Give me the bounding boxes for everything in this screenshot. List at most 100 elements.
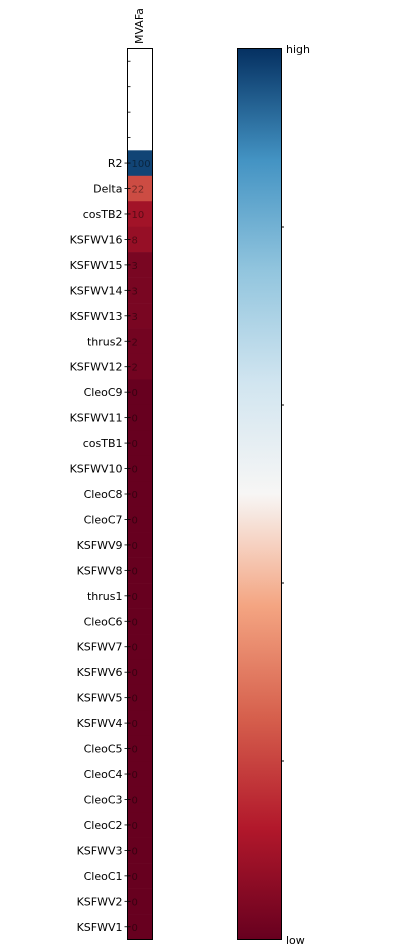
cell-value-label: 2	[132, 337, 138, 348]
heatmap-cell	[127, 659, 153, 686]
heatmap-cell	[127, 506, 153, 533]
cell-value-label: 3	[132, 286, 138, 297]
row-label: CleoC2	[84, 819, 123, 832]
cell-value-label: 3	[132, 312, 138, 323]
cell-value-label: 0	[132, 566, 138, 577]
cell-value-label: 0	[132, 414, 138, 425]
cell-value-label: 0	[132, 897, 138, 908]
heatmap-cell	[127, 328, 153, 355]
row-label: KSFWV14	[70, 284, 123, 297]
row-label: KSFWV5	[77, 692, 123, 705]
cell-value-label: 0	[132, 795, 138, 806]
heatmap-cell	[127, 914, 153, 940]
heatmap-cell	[127, 837, 153, 864]
heatmap-cell	[127, 404, 153, 431]
cell-value-label: 0	[132, 388, 138, 399]
heatmap-frame	[127, 48, 153, 940]
heatmap-cell	[127, 201, 153, 227]
row-label: CleoC7	[84, 513, 123, 526]
heatmap-cell	[127, 150, 153, 177]
heatmap-cell	[127, 353, 153, 380]
heatmap-cell	[127, 557, 153, 584]
cell-value-label: 100	[132, 159, 151, 170]
row-label: KSFWV10	[70, 463, 123, 476]
row-label: CleoC6	[84, 615, 123, 628]
heatmap-cell	[127, 735, 153, 762]
row-label: KSFWV13	[70, 310, 123, 323]
cell-value-label: 8	[132, 235, 138, 246]
heatmap-cell	[127, 532, 153, 558]
row-label: cosTB2	[83, 208, 123, 221]
cell-value-label: 22	[132, 185, 145, 196]
heatmap-cell	[127, 583, 153, 609]
row-label: KSFWV1	[77, 921, 123, 934]
row-label: KSFWV3	[77, 844, 123, 857]
colorbar	[237, 48, 282, 940]
heatmap-cell	[127, 175, 153, 202]
row-label: CleoC1	[84, 870, 123, 883]
row-label: KSFWV2	[77, 895, 123, 908]
heatmap-cell	[127, 481, 153, 508]
row-label: KSFWV16	[70, 233, 123, 246]
heatmap-cell	[127, 761, 153, 788]
row-label: KSFWV7	[77, 641, 123, 654]
heatmap-cell	[127, 252, 153, 278]
heatmap-cell	[127, 634, 153, 660]
row-label: R2	[108, 157, 123, 170]
row-label: KSFWV9	[77, 539, 123, 552]
cell-value-label: 0	[132, 668, 138, 679]
row-label: KSFWV8	[77, 564, 123, 577]
cell-value-label: 0	[132, 643, 138, 654]
heatmap-cell	[127, 608, 153, 635]
row-label: cosTB1	[83, 437, 123, 450]
cell-value-label: 10	[132, 210, 145, 221]
row-label: CleoC9	[84, 386, 123, 399]
row-label: thrus2	[87, 335, 123, 348]
colorbar-high-label: high	[286, 43, 310, 56]
heatmap-cell	[127, 710, 153, 737]
cell-value-label: 0	[132, 846, 138, 857]
heatmap-cell	[127, 888, 153, 915]
heatmap-cell	[127, 863, 153, 889]
cell-value-label: 0	[132, 872, 138, 883]
row-label: KSFWV11	[70, 412, 123, 425]
heatmap-cell	[127, 226, 153, 253]
heatmap-cell	[127, 430, 153, 457]
heatmap-cell	[127, 786, 153, 813]
cell-value-label: 0	[132, 719, 138, 730]
cell-value-label: 0	[132, 439, 138, 450]
row-labels: R2 Delta cosTB2 KSFWV16 KSFWV15 KSFWV14 KSFWV1…	[70, 157, 123, 934]
cell-value-label: 3	[132, 261, 138, 272]
row-label: CleoC8	[84, 488, 123, 501]
heatmap-cell	[127, 812, 153, 838]
cell-value-label: 0	[132, 592, 138, 603]
cell-value-label: 0	[132, 770, 138, 781]
heatmap-cell	[127, 303, 153, 329]
cell-value-label: 0	[132, 490, 138, 501]
cell-value-label: 0	[132, 515, 138, 526]
row-label: KSFWV12	[70, 361, 123, 374]
cell-value-label: 0	[132, 821, 138, 832]
heatmap-cell	[127, 684, 153, 711]
heatmap-cell	[127, 379, 153, 406]
row-label: KSFWV4	[77, 717, 123, 730]
heatmap-cell	[127, 277, 153, 304]
row-label: KSFWV15	[70, 259, 123, 272]
cell-value-label: 0	[132, 465, 138, 476]
cell-value-label: 0	[132, 617, 138, 628]
cell-value-label: 0	[132, 694, 138, 705]
cell-value-label: 2	[132, 363, 138, 374]
row-label: thrus1	[87, 590, 123, 603]
column-label: MVAFa	[133, 8, 146, 44]
heatmap-cell	[127, 455, 153, 482]
row-label: CleoC5	[84, 743, 123, 756]
colorbar-low-label: low	[286, 934, 305, 947]
cell-value-label: 0	[132, 745, 138, 756]
row-label: CleoC4	[84, 768, 123, 781]
row-label: KSFWV6	[77, 666, 123, 679]
row-label: CleoC3	[84, 793, 123, 806]
colorbar-ticks	[281, 226, 284, 762]
cell-value-label: 0	[132, 541, 138, 552]
